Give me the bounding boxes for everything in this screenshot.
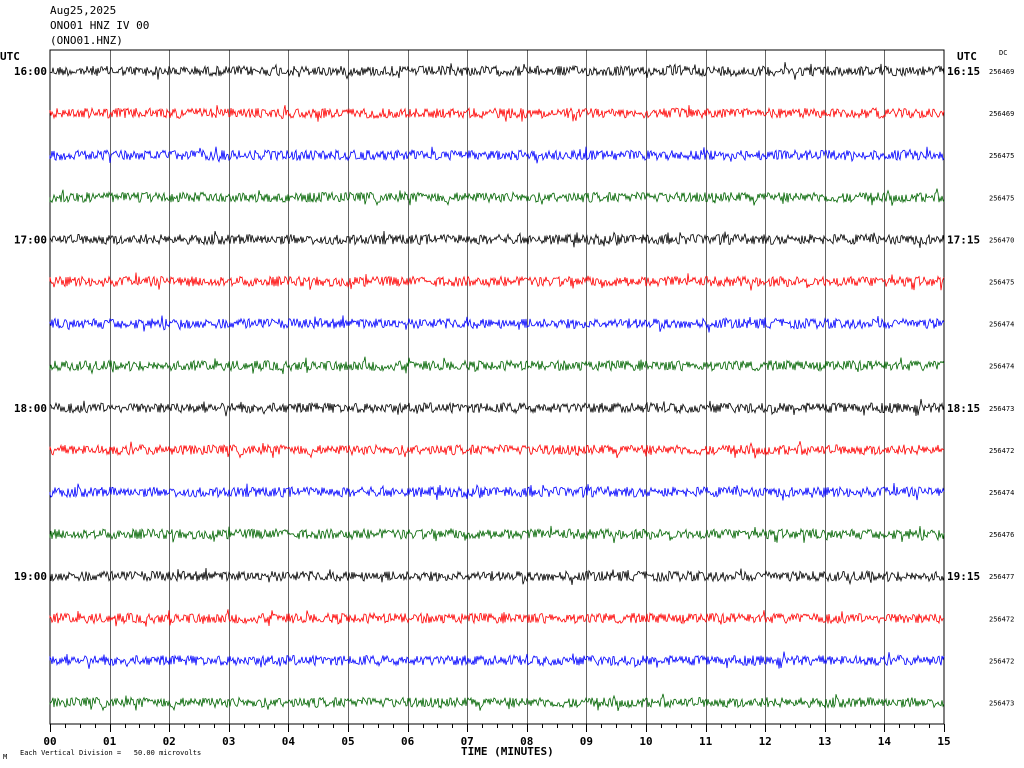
x-tick-label: 08 bbox=[520, 735, 533, 748]
x-tick-label: 04 bbox=[282, 735, 296, 748]
row-dc-offset: 256470 bbox=[989, 236, 1014, 244]
row-dc-offset: 256475 bbox=[989, 279, 1014, 287]
row-start-time: 18:00 bbox=[14, 402, 47, 415]
channel-code: (ONO01.HNZ) bbox=[50, 34, 123, 47]
seismic-trace bbox=[49, 315, 945, 333]
x-tick-label: 12 bbox=[759, 735, 772, 748]
row-start-time: 19:00 bbox=[14, 570, 47, 583]
x-tick-label: 07 bbox=[461, 735, 474, 748]
row-dc-offset: 256472 bbox=[989, 615, 1014, 623]
seismic-trace bbox=[49, 482, 945, 501]
x-tick-label: 11 bbox=[699, 735, 713, 748]
row-dc-offset: 256474 bbox=[989, 489, 1014, 497]
vertical-scale-note: Each Vertical Division = 50.00 microvolt… bbox=[20, 749, 202, 757]
x-tick-label: 14 bbox=[878, 735, 892, 748]
x-tick-label: 15 bbox=[937, 735, 950, 748]
row-dc-offset: 256475 bbox=[989, 194, 1014, 202]
plot-date: Aug25,2025 bbox=[50, 4, 117, 17]
row-end-time: 18:15 bbox=[947, 402, 980, 415]
row-dc-offset: 256477 bbox=[989, 573, 1014, 581]
seismic-trace bbox=[49, 356, 945, 375]
x-tick-label: 09 bbox=[580, 735, 593, 748]
row-start-time: 16:00 bbox=[14, 65, 47, 78]
row-dc-offset: 256469 bbox=[989, 110, 1014, 118]
seismic-trace bbox=[49, 62, 945, 80]
x-tick-label: 06 bbox=[401, 735, 415, 748]
row-dc-offset: 256472 bbox=[989, 447, 1014, 455]
seismic-trace bbox=[49, 609, 945, 627]
x-tick-label: 01 bbox=[103, 735, 117, 748]
row-start-time: 17:00 bbox=[14, 233, 47, 246]
seismic-trace bbox=[49, 525, 945, 544]
seismic-trace bbox=[49, 567, 945, 586]
row-dc-offset: 256473 bbox=[989, 700, 1014, 708]
seismic-trace bbox=[49, 146, 945, 164]
row-dc-offset: 256469 bbox=[989, 68, 1014, 76]
x-tick-label: 03 bbox=[222, 735, 235, 748]
row-dc-offset: 256476 bbox=[989, 531, 1014, 539]
dc-column-label: DC bbox=[999, 49, 1008, 57]
seismic-trace bbox=[49, 272, 945, 291]
row-dc-offset: 256475 bbox=[989, 152, 1014, 160]
x-tick-label: 10 bbox=[639, 735, 652, 748]
row-dc-offset: 256474 bbox=[989, 363, 1014, 371]
seismic-trace bbox=[49, 230, 945, 248]
x-tick-label: 13 bbox=[818, 735, 831, 748]
seismic-trace bbox=[49, 188, 945, 207]
seismic-trace bbox=[49, 651, 945, 669]
x-axis-label: TIME (MINUTES) bbox=[461, 745, 554, 758]
x-tick-label: 00 bbox=[43, 735, 56, 748]
station-code: ONO01 HNZ IV 00 bbox=[50, 19, 150, 32]
row-end-time: 19:15 bbox=[947, 570, 980, 583]
left-timezone-label: UTC bbox=[0, 50, 20, 63]
x-tick-label: 05 bbox=[341, 735, 354, 748]
right-timezone-label: UTC bbox=[957, 50, 977, 63]
seismic-trace bbox=[49, 398, 945, 417]
seismic-trace bbox=[49, 105, 945, 122]
seismic-trace bbox=[49, 441, 945, 459]
corner-mark: M bbox=[3, 753, 8, 761]
row-end-time: 17:15 bbox=[947, 233, 980, 246]
x-tick-label: 02 bbox=[163, 735, 176, 748]
row-dc-offset: 256472 bbox=[989, 657, 1014, 665]
row-dc-offset: 256473 bbox=[989, 405, 1014, 413]
row-end-time: 16:15 bbox=[947, 65, 980, 78]
seismic-trace bbox=[49, 693, 945, 712]
row-dc-offset: 256474 bbox=[989, 321, 1014, 329]
